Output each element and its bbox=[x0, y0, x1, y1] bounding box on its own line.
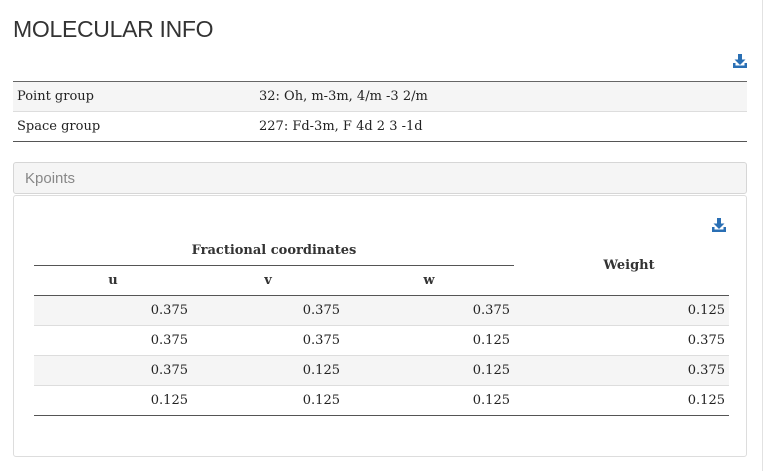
info-row-point-group: Point group 32: Oh, m-3m, 4/m -3 2/m bbox=[13, 81, 747, 112]
kpoints-subheader-row: u v w bbox=[34, 265, 729, 296]
w-cell: 0.125 bbox=[344, 325, 514, 356]
v-cell: 0.375 bbox=[192, 295, 344, 326]
w-cell: 0.375 bbox=[344, 295, 514, 326]
molecular-info-table: Point group 32: Oh, m-3m, 4/m -3 2/m Spa… bbox=[13, 81, 747, 142]
spacer-cell bbox=[514, 325, 529, 356]
header-spacer bbox=[514, 265, 529, 296]
kpoint-row: 0.375 0.125 0.125 0.375 bbox=[34, 355, 729, 386]
w-header: w bbox=[344, 265, 514, 296]
v-cell: 0.125 bbox=[192, 355, 344, 386]
download-icon bbox=[712, 218, 726, 232]
point-group-value: 32: Oh, m-3m, 4/m -3 2/m bbox=[255, 81, 747, 112]
w-cell: 0.125 bbox=[344, 385, 514, 416]
kpoint-row: 0.375 0.375 0.125 0.375 bbox=[34, 325, 729, 356]
page-right-border bbox=[762, 0, 763, 471]
w-cell: 0.125 bbox=[344, 355, 514, 386]
v-cell: 0.125 bbox=[192, 385, 344, 416]
u-cell: 0.375 bbox=[34, 295, 192, 326]
weight-cell: 0.375 bbox=[529, 325, 729, 356]
space-group-value: 227: Fd-3m, F 4d 2 3 -1d bbox=[255, 111, 747, 142]
u-cell: 0.375 bbox=[34, 355, 192, 386]
spacer-cell bbox=[514, 385, 529, 416]
kpoint-row: 0.125 0.125 0.125 0.125 bbox=[34, 385, 729, 416]
page-title: MOLECULAR INFO bbox=[13, 16, 214, 42]
header-spacer bbox=[514, 236, 529, 266]
kpoints-table: Fractional coordinates Weight u v w 0.37… bbox=[34, 236, 729, 416]
info-row-space-group: Space group 227: Fd-3m, F 4d 2 3 -1d bbox=[13, 111, 747, 142]
weight-header: Weight bbox=[529, 236, 729, 296]
kpoint-row: 0.375 0.375 0.375 0.125 bbox=[34, 295, 729, 326]
download-icon bbox=[733, 54, 747, 68]
download-info-button[interactable] bbox=[732, 53, 748, 69]
download-kpoints-button[interactable] bbox=[711, 217, 727, 233]
weight-cell: 0.375 bbox=[529, 355, 729, 386]
spacer-cell bbox=[514, 295, 529, 326]
weight-cell: 0.125 bbox=[529, 295, 729, 326]
u-cell: 0.375 bbox=[34, 325, 192, 356]
u-header: u bbox=[34, 265, 192, 296]
kpoints-heading-label: Kpoints bbox=[25, 170, 76, 187]
weight-cell: 0.125 bbox=[529, 385, 729, 416]
v-cell: 0.375 bbox=[192, 325, 344, 356]
kpoints-header-row: Fractional coordinates Weight bbox=[34, 236, 729, 296]
fractional-coordinates-header: Fractional coordinates bbox=[34, 236, 514, 266]
spacer-cell bbox=[514, 355, 529, 386]
u-cell: 0.125 bbox=[34, 385, 192, 416]
point-group-label: Point group bbox=[13, 81, 255, 112]
v-header: v bbox=[192, 265, 344, 296]
kpoints-panel-heading[interactable]: Kpoints bbox=[13, 162, 747, 194]
space-group-label: Space group bbox=[13, 111, 255, 142]
